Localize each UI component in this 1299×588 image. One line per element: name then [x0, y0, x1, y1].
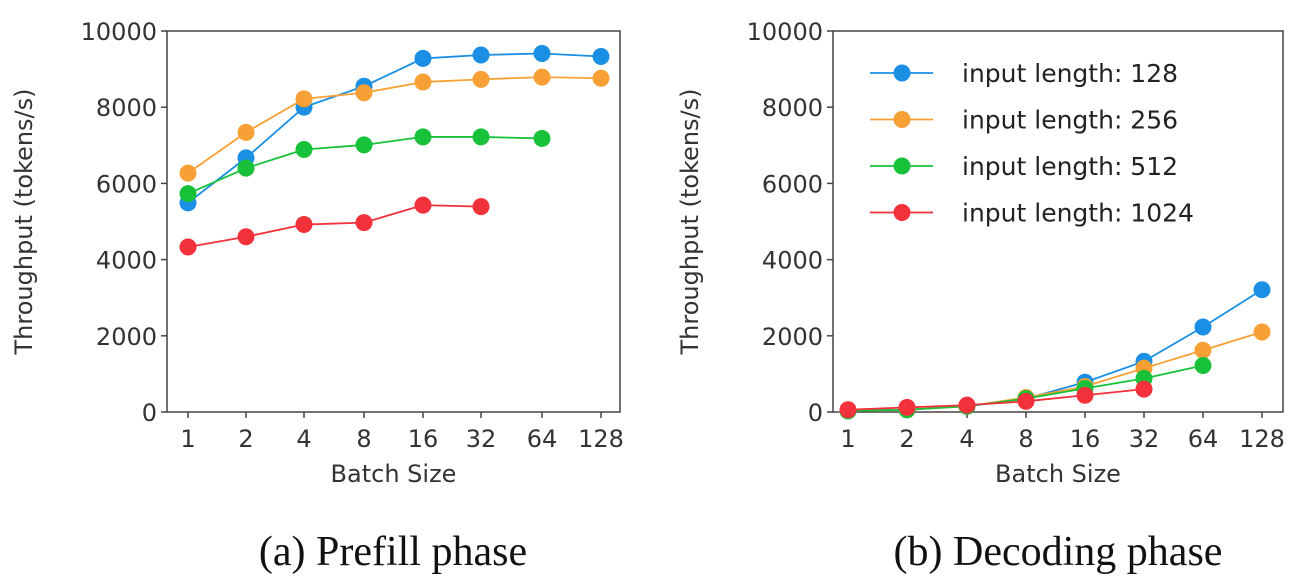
data-point	[472, 70, 490, 88]
y-axis-label: Throughput (tokens/s)	[676, 89, 704, 356]
series-line	[187, 76, 602, 174]
data-point	[592, 69, 610, 87]
data-point	[179, 164, 197, 182]
x-tick-label: 2	[238, 425, 253, 453]
data-point	[472, 46, 490, 64]
x-tick-label: 2	[899, 425, 914, 453]
x-tick-label: 16	[408, 425, 439, 453]
x-tick-label: 4	[959, 425, 974, 453]
y-tick-label: 2000	[96, 323, 157, 351]
x-tick-label: 1	[840, 425, 855, 453]
legend-marker	[893, 64, 911, 82]
data-point	[355, 136, 373, 154]
chart-panel-prefill: 0 2000 4000 6000 8000 10000 1 2 4 8 16 32 64 128 Batch…	[10, 18, 624, 575]
data-point	[295, 90, 313, 108]
x-tick-label: 64	[527, 425, 558, 453]
x-axis-label: Batch Size	[995, 460, 1121, 488]
data-point	[958, 396, 976, 414]
data-point	[1076, 386, 1094, 404]
data-point	[237, 228, 255, 246]
y-tick-label: 8000	[762, 94, 823, 122]
data-point	[1017, 392, 1035, 410]
data-point	[1194, 318, 1212, 336]
data-point	[295, 216, 313, 234]
subfigure-caption: (b) Decoding phase	[894, 529, 1223, 575]
x-tick-label: 32	[1129, 425, 1160, 453]
series-512	[839, 357, 1212, 420]
y-tick-label: 8000	[96, 94, 157, 122]
x-tick-label: 128	[578, 425, 624, 453]
data-point	[355, 214, 373, 232]
data-point	[533, 68, 551, 86]
chart-panel-decoding: 0 2000 4000 6000 8000 10000 1 2 4 8 16 32 64 128 Batch…	[676, 18, 1285, 575]
series-256	[179, 68, 610, 182]
y-tick-label: 6000	[762, 170, 823, 198]
data-point	[414, 196, 432, 214]
data-point	[179, 238, 197, 256]
data-point	[472, 198, 490, 216]
x-tick-label: 8	[356, 425, 371, 453]
data-point	[414, 128, 432, 146]
data-point	[1253, 323, 1271, 341]
x-tick-label: 64	[1188, 425, 1219, 453]
series-1024	[839, 380, 1153, 419]
data-point	[472, 128, 490, 146]
y-tick-label: 10000	[81, 18, 157, 46]
y-tick-label: 4000	[762, 247, 823, 275]
axes-frame	[166, 30, 621, 413]
x-tick-label: 1	[180, 425, 195, 453]
data-point	[237, 123, 255, 141]
y-tick-label: 2000	[762, 323, 823, 351]
data-point	[898, 398, 916, 416]
data-point	[355, 84, 373, 102]
x-tick-label: 16	[1070, 425, 1101, 453]
data-point	[533, 44, 551, 62]
legend-marker	[893, 157, 911, 175]
data-point	[414, 73, 432, 91]
data-point	[414, 49, 432, 67]
data-point	[237, 159, 255, 177]
data-point	[179, 185, 197, 203]
data-point	[1194, 357, 1212, 375]
subfigure-caption: (a) Prefill phase	[259, 529, 527, 575]
data-point	[1253, 281, 1271, 299]
x-tick-label: 32	[466, 425, 497, 453]
x-tick-label: 8	[1018, 425, 1033, 453]
y-axis-label: Throughput (tokens/s)	[10, 89, 38, 356]
data-point	[592, 48, 610, 66]
series-1024	[179, 196, 490, 256]
data-point	[295, 140, 313, 158]
y-tick-label: 10000	[747, 18, 823, 46]
series-line	[187, 204, 482, 248]
series-line	[187, 52, 602, 204]
y-tick-label: 0	[808, 399, 823, 427]
legend-label: input length: 128	[962, 59, 1178, 88]
series-512	[179, 128, 551, 203]
x-axis-label: Batch Size	[331, 460, 457, 488]
x-tick-label: 4	[296, 425, 311, 453]
data-point	[1135, 380, 1153, 398]
x-tick-label: 128	[1239, 425, 1285, 453]
legend-marker	[893, 111, 911, 128]
legend-label: input length: 512	[962, 152, 1178, 181]
axes-frame	[832, 30, 1284, 413]
y-tick-label: 0	[142, 399, 157, 427]
legend-label: input length: 1024	[962, 199, 1194, 228]
legend-marker	[893, 204, 911, 221]
legend-label: input length: 256	[962, 106, 1178, 135]
data-point	[533, 129, 551, 147]
y-tick-label: 4000	[96, 247, 157, 275]
y-tick-label: 6000	[96, 170, 157, 198]
legend: input length: 128 input length: 256 input …	[870, 59, 1194, 228]
series-line	[847, 388, 1145, 411]
data-point	[839, 401, 857, 419]
data-point	[1194, 341, 1212, 359]
